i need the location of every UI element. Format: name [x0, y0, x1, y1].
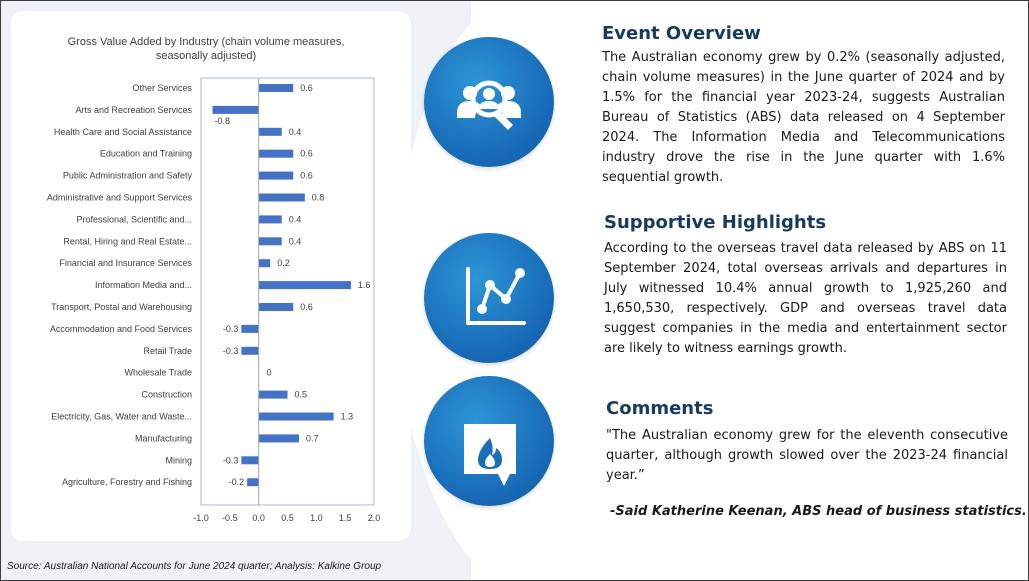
comments-icon-circle: [424, 376, 554, 506]
bar: [241, 346, 259, 355]
x-axis-ticks: -1.0 -0.5 0.0 0.5 1.0 1.5 2.0: [193, 513, 380, 523]
category-label: Health Care and Social Assistance: [54, 127, 192, 137]
bar: [258, 237, 282, 246]
bar: [258, 171, 294, 180]
gva-bar-chart: Other Services Arts and Recreation Servic…: [47, 77, 380, 523]
quote-author: -Said Katherine Keenan, ABS head of busi…: [610, 504, 1027, 519]
bar: [258, 434, 300, 443]
value-labels: 0.6 -0.8 0.4 0.6 0.6 0.8 0.4 0.4 0.2 1.6 0.6 -0.3 -0…: [215, 83, 371, 487]
category-label: Accommodation and Food Services: [50, 324, 193, 334]
bars-layer: [212, 84, 351, 487]
category-label: Education and Training: [100, 149, 192, 159]
bar: [258, 281, 351, 290]
bar: [258, 303, 294, 311]
bar: [258, 193, 305, 202]
data-label: 0: [267, 368, 272, 378]
category-labels: Other Services Arts and Recreation Servic…: [47, 83, 193, 487]
x-tick-label: 0.5: [281, 513, 294, 523]
data-label: -0.2: [229, 477, 245, 487]
bar: [241, 456, 259, 465]
data-label: 0.6: [300, 171, 313, 181]
section-body-supportive-highlights: According to the overseas travel data re…: [604, 241, 1007, 356]
bar: [258, 149, 294, 158]
chart-card: Gross Value Added by Industry (chain vol…: [11, 11, 411, 541]
section-title-comments: Comments: [606, 398, 714, 419]
x-tick-label: 0.0: [252, 513, 265, 523]
section-title-event-overview: Event Overview: [602, 23, 761, 44]
data-label: 1.6: [358, 280, 371, 290]
category-label: Public Administration and Safety: [63, 171, 193, 181]
bar: [258, 259, 271, 268]
category-label: Professional, Scientific and...: [76, 214, 192, 224]
data-label: 0.8: [312, 193, 325, 203]
data-label: 0.4: [289, 236, 302, 246]
bar: [258, 84, 294, 92]
bar: [247, 478, 259, 487]
bar: [258, 215, 282, 224]
category-label: Transport, Postal and Warehousing: [51, 302, 192, 312]
bar: [241, 324, 259, 333]
speech-bubble-flame-icon: [464, 424, 516, 486]
plot-area-border: [200, 77, 375, 506]
team-search-icon: [457, 80, 521, 130]
category-label: Agriculture, Forestry and Fishing: [62, 477, 192, 487]
category-label: Other Services: [132, 83, 192, 93]
data-label: 0.6: [300, 149, 313, 159]
data-label: 0.6: [300, 83, 313, 93]
category-label: Rental, Hiring and Real Estate...: [63, 236, 192, 246]
data-label: 1.3: [341, 412, 354, 422]
data-label: -0.3: [223, 324, 239, 334]
data-label: 0.7: [306, 433, 319, 443]
data-label: 0.5: [295, 390, 308, 400]
event-overview-icon-circle: [424, 37, 554, 167]
category-label: Financial and Insurance Services: [59, 258, 192, 268]
bar: [258, 127, 282, 136]
data-label: 0.4: [289, 214, 302, 224]
bar: [212, 105, 259, 114]
section-body-event-overview: The Australian economy grew by 0.2% (sea…: [602, 50, 1005, 185]
data-label: 0.6: [300, 302, 313, 312]
category-label: Manufacturing: [135, 433, 192, 443]
data-label: 0.4: [289, 127, 302, 137]
source-note: Source: Australian National Accounts for…: [7, 561, 382, 572]
category-label: Information Media and...: [95, 280, 192, 290]
x-tick-label: 1.5: [339, 513, 352, 523]
bar: [258, 390, 288, 399]
data-label: -0.3: [223, 455, 239, 465]
data-label: 0.2: [277, 258, 290, 268]
bar: [258, 412, 334, 421]
chart-title: Gross Value Added by Industry (chain vol…: [67, 36, 345, 62]
category-label: Mining: [165, 455, 192, 465]
x-tick-label: 1.0: [310, 513, 323, 523]
highlights-icon-circle: [424, 233, 554, 363]
x-tick-label: -1.0: [193, 513, 209, 523]
section-title-supportive-highlights: Supportive Highlights: [604, 212, 827, 233]
data-label: -0.8: [215, 116, 231, 126]
x-tick-label: 2.0: [368, 513, 381, 523]
category-label: Electricity, Gas, Water and Waste...: [51, 412, 192, 422]
category-label: Arts and Recreation Services: [75, 105, 192, 115]
section-body-comments: "The Australian economy grew for the ele…: [606, 428, 1008, 483]
line-chart-icon: [466, 267, 526, 325]
category-label: Administrative and Support Services: [47, 193, 193, 203]
category-label: Construction: [141, 390, 192, 400]
x-tick-label: -0.5: [222, 513, 238, 523]
category-label: Retail Trade: [143, 346, 192, 356]
data-label: -0.3: [223, 346, 239, 356]
category-label: Wholesale Trade: [124, 368, 192, 378]
